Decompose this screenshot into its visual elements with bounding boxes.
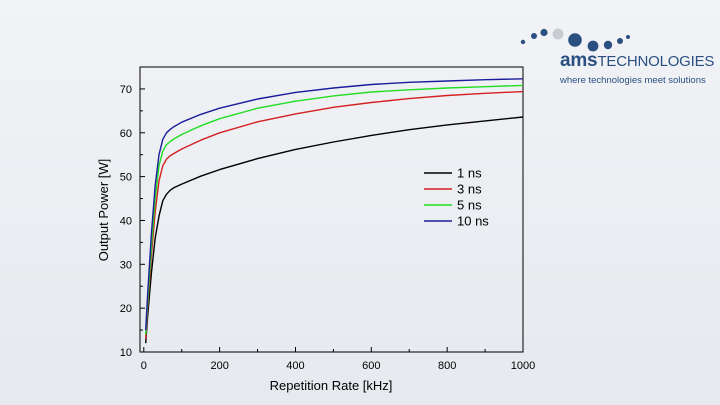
legend-label: 3 ns: [457, 182, 482, 197]
axis-tick-labels: 0 200 400 600 800 1000 10 20 30 40 50 60 70: [120, 84, 535, 372]
legend-label: 10 ns: [457, 214, 489, 229]
series-line-3-ns: [145, 90, 524, 339]
y-tick-label: 40: [120, 215, 132, 227]
logo-dot: [531, 33, 537, 39]
y-tick-label: 50: [120, 172, 132, 184]
logo-dot: [568, 33, 582, 47]
axis-ticks: [140, 66, 524, 353]
y-axis-title: Output Power [W]: [96, 159, 111, 262]
x-axis-title: Repetition Rate [kHz]: [270, 378, 393, 393]
y-tick-label: 10: [120, 347, 132, 359]
series-line-10-ns: [145, 78, 524, 331]
logo-dot: [617, 38, 623, 44]
logo-dot: [540, 28, 548, 37]
x-tick-label: 200: [210, 360, 228, 372]
logo-dot: [626, 35, 630, 39]
y-tick-label: 30: [120, 259, 132, 271]
logo-dot: [520, 39, 526, 45]
logo-tagline: where technologies meet solutions: [560, 75, 706, 86]
ams-logo-dots: [520, 28, 630, 52]
logo-dot: [603, 40, 613, 50]
logo-dot: [552, 28, 564, 40]
series-line-5-ns: [145, 84, 524, 335]
y-tick-label: 70: [120, 84, 132, 96]
y-tick-label: 60: [120, 128, 132, 140]
series-line-1-ns: [145, 116, 524, 344]
plot-frame: [139, 66, 524, 353]
legend-label: 5 ns: [457, 198, 482, 213]
legend-label: 1 ns: [457, 166, 482, 181]
y-tick-label: 20: [120, 303, 132, 315]
logo-dot: [587, 40, 599, 52]
x-tick-label: 600: [362, 360, 380, 372]
logo-wordmark: amsTECHNOLOGIES: [560, 50, 714, 72]
series-lines: [145, 78, 524, 344]
x-tick-label: 0: [141, 360, 147, 372]
logo-brand-prefix: ams: [560, 50, 598, 71]
x-tick-label: 1000: [511, 360, 535, 372]
x-tick-label: 800: [438, 360, 456, 372]
x-tick-label: 400: [286, 360, 304, 372]
logo-brand-suffix: TECHNOLOGIES: [597, 53, 715, 70]
